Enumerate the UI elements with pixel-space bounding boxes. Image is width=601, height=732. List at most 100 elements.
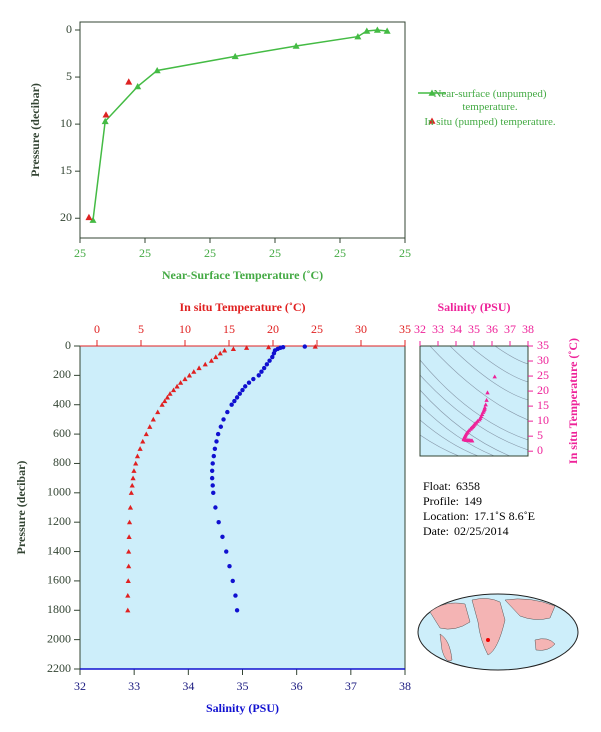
y-tick-label: 2000 (47, 631, 71, 645)
data-point (159, 402, 165, 407)
data-point (133, 460, 139, 466)
data-point (174, 383, 180, 389)
data-point (230, 578, 235, 584)
ts-point (470, 438, 475, 443)
data-point (209, 468, 215, 473)
data-point (224, 549, 229, 554)
data-point (167, 391, 173, 396)
data-point (213, 505, 218, 510)
y-tick-label: 600 (53, 426, 71, 440)
y-tick-label: 200 (53, 367, 71, 381)
y-tick-label: 20 (537, 383, 549, 397)
data-point (162, 398, 168, 404)
legend-label: Near-surface (unpumped) temperature. (433, 88, 547, 113)
data-point (270, 354, 275, 360)
data-point (210, 461, 215, 466)
data-point (232, 398, 237, 404)
data-point (246, 380, 252, 385)
info-text: 17.1˚S 8.6˚E (474, 509, 535, 523)
data-point (302, 344, 307, 349)
data-point (125, 578, 131, 583)
legend-symbol (428, 89, 436, 96)
x-tick-label: 38 (399, 679, 411, 693)
y-axis-label: Pressure (decibar) (14, 461, 28, 555)
x2-tick-label: 20 (267, 322, 279, 336)
data-point (240, 387, 245, 393)
data-point (191, 369, 197, 374)
plot-frame (79, 21, 406, 239)
y-tick-label: 1600 (47, 573, 71, 587)
info-text: 149 (464, 494, 482, 508)
y-tick-label: 5 (537, 428, 543, 442)
series-line (92, 29, 388, 221)
data-point (209, 475, 215, 481)
data-point (237, 391, 242, 396)
marker (101, 117, 109, 125)
x-tick-label: 37 (345, 679, 357, 693)
data-point (210, 483, 215, 488)
data-point (261, 365, 267, 371)
data-point (186, 372, 192, 378)
y-tick-label: 20 (60, 210, 72, 224)
data-point (155, 409, 161, 415)
x2-tick-label: 35 (399, 322, 411, 336)
y-tick-label: 35 (537, 338, 549, 352)
data-point (134, 453, 141, 459)
data-point (131, 468, 137, 473)
x-tick-label: 34 (450, 322, 462, 336)
info-text: 6358 (456, 479, 480, 493)
x-tick-label: 25 (399, 246, 411, 260)
marker (292, 42, 300, 49)
data-point (265, 344, 272, 350)
y-tick-label: 400 (53, 396, 71, 410)
ts-point (492, 374, 497, 379)
x-tick-label: 35 (237, 679, 249, 693)
x-tick-label: 34 (182, 679, 194, 693)
x-tick-label: 25 (139, 246, 151, 260)
data-point (196, 365, 202, 371)
y-tick-label: 2200 (47, 661, 71, 675)
data-point (225, 409, 230, 415)
data-point (271, 351, 277, 356)
data-point (312, 343, 318, 349)
x-tick-label: 35 (468, 322, 480, 336)
x-tick-label: 33 (432, 322, 444, 336)
marker (153, 66, 161, 74)
x2-tick-label: 30 (355, 322, 367, 336)
y-tick-label: 5 (66, 69, 72, 83)
data-point (230, 346, 236, 352)
data-point (164, 394, 170, 400)
x-axis-label: Near-Surface Temperature (˚C) (162, 268, 323, 282)
y-tick-label: 25 (537, 368, 549, 382)
y-axis-label: Pressure (decibar) (28, 83, 42, 177)
data-point (267, 358, 272, 363)
data-point (229, 402, 234, 407)
x-tick-label: 38 (522, 322, 534, 336)
marker (125, 78, 133, 85)
data-point (227, 564, 232, 569)
data-point (217, 350, 223, 356)
data-point (202, 361, 208, 367)
y-tick-label: 1000 (47, 485, 71, 499)
data-point (259, 369, 264, 374)
x-tick-label: 25 (269, 246, 281, 260)
x-tick-label: 25 (334, 246, 346, 260)
data-point (243, 345, 250, 350)
data-point (126, 563, 132, 569)
data-point (177, 380, 184, 385)
data-point (143, 431, 149, 437)
data-point (170, 387, 177, 393)
data-point (233, 593, 238, 598)
x-tick-label: 37 (504, 322, 516, 336)
data-point (125, 592, 131, 598)
x-tick-label: 25 (204, 246, 216, 260)
data-point (216, 519, 221, 525)
marker (231, 52, 239, 60)
y-axis-label: In situ Temperature (˚C) (566, 338, 580, 464)
info-line: Float: 6358 (423, 479, 480, 493)
y-tick-label: 0 (65, 338, 71, 352)
data-point (234, 608, 240, 613)
marker (134, 82, 142, 90)
legend-symbol (428, 117, 436, 124)
